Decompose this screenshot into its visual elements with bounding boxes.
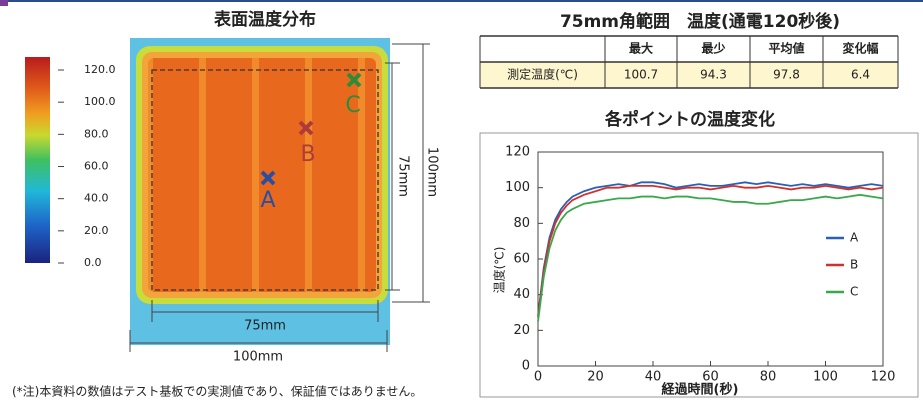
y-tick-label: 0 xyxy=(522,359,530,374)
series-line xyxy=(538,195,883,322)
y-tick-label: 20 xyxy=(513,323,530,338)
point-label: B xyxy=(300,142,315,167)
x-tick-label: 80 xyxy=(760,370,777,385)
legend-label: A xyxy=(850,231,859,245)
colorbar-tick-label: 120.0 xyxy=(84,63,116,76)
colorbar-tick-label: 60.0 xyxy=(84,160,109,173)
heat-area xyxy=(148,58,376,292)
table-cell: 97.8 xyxy=(773,68,800,82)
colorbar-tick-label: 20.0 xyxy=(84,224,109,237)
colorbar-tick-label: 80.0 xyxy=(84,127,109,140)
y-tick-label: 60 xyxy=(513,252,530,267)
table-cell: 94.3 xyxy=(700,68,727,82)
table-cell: 測定温度(℃) xyxy=(507,67,578,82)
dim-label: 100mm xyxy=(233,350,283,365)
table-header: 変化幅 xyxy=(842,41,878,56)
series-line xyxy=(538,186,883,318)
table-header: 最大 xyxy=(629,41,653,56)
y-tick-label: 80 xyxy=(513,216,530,231)
legend-label: B xyxy=(850,258,858,272)
dim-label: 75mm xyxy=(244,319,286,334)
table-cell: 100.7 xyxy=(624,68,658,82)
table-header: 平均値 xyxy=(768,41,804,56)
table-title: 75mm角範囲 温度(通電120秒後) xyxy=(560,11,840,32)
x-tick-label: 0 xyxy=(534,370,542,385)
y-tick-label: 100 xyxy=(505,180,530,195)
y-tick-label: 120 xyxy=(505,145,530,160)
table-cell: 6.4 xyxy=(851,68,870,82)
colorbar xyxy=(25,57,50,263)
colorbar-tick-label: 0.0 xyxy=(84,256,102,269)
chart-title: 各ポイントの温度変化 xyxy=(604,109,775,130)
point-label: C xyxy=(345,93,360,118)
heatmap-title: 表面温度分布 xyxy=(214,9,316,30)
page: 表面温度分布 75mm 100mm 75mm 100mm 75mm角範囲 温度(… xyxy=(0,0,923,398)
x-tick-label: 60 xyxy=(702,370,719,385)
colorbar-tick-label: 100.0 xyxy=(84,95,116,108)
x-tick-label: 20 xyxy=(587,370,604,385)
x-axis-label: 経過時間(秒) xyxy=(662,382,739,398)
y-axis-label: 温度(℃) xyxy=(492,247,507,294)
x-tick-label: 40 xyxy=(645,370,662,385)
y-tick-label: 40 xyxy=(513,287,530,302)
point-label: A xyxy=(260,188,275,213)
x-tick-label: 100 xyxy=(813,370,838,385)
top-rule xyxy=(8,0,923,2)
dim-label: 100mm xyxy=(425,147,440,197)
colorbar-tick-label: 40.0 xyxy=(84,192,109,205)
legend-label: C xyxy=(850,285,858,299)
table-header: 最少 xyxy=(701,41,725,56)
dim-label: 75mm xyxy=(396,155,411,197)
corner-mark xyxy=(0,0,8,6)
x-tick-label: 120 xyxy=(871,370,896,385)
note: (*注)本資料の数値はテスト基板での実測値であり、保証値ではありません。 xyxy=(12,384,422,399)
